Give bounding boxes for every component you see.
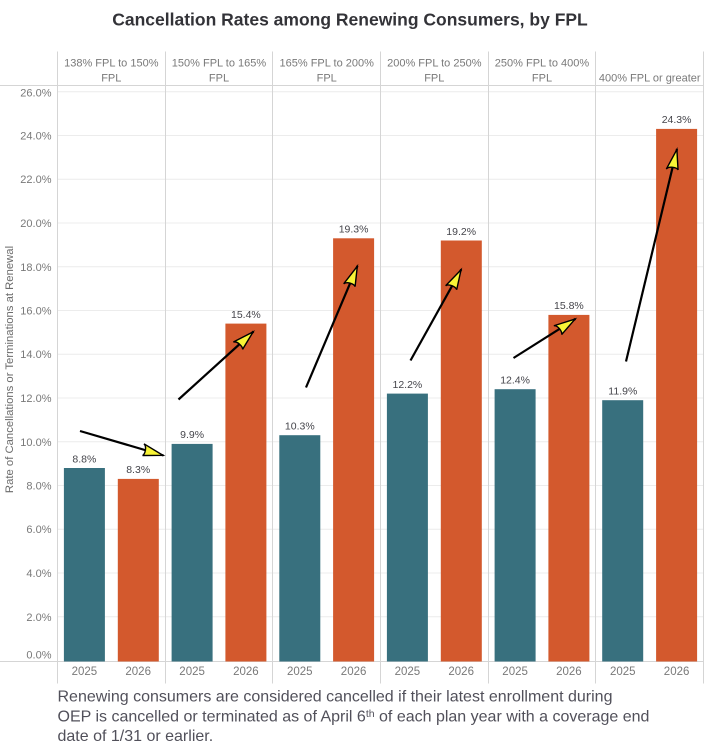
svg-text:26.0%: 26.0% (20, 88, 51, 100)
svg-text:Renewing consumers are conside: Renewing consumers are considered cancel… (58, 689, 613, 706)
svg-text:2026: 2026 (125, 666, 151, 678)
svg-text:FPL: FPL (317, 73, 337, 85)
svg-text:2026: 2026 (233, 666, 259, 678)
svg-text:10.3%: 10.3% (285, 421, 315, 433)
svg-text:19.2%: 19.2% (446, 226, 476, 238)
svg-text:2025: 2025 (72, 666, 98, 678)
svg-text:20.0%: 20.0% (20, 218, 51, 230)
svg-text:400% FPL or greater: 400% FPL or greater (599, 73, 701, 85)
svg-text:FPL: FPL (532, 73, 552, 85)
svg-text:FPL: FPL (101, 73, 121, 85)
svg-text:FPL: FPL (209, 73, 229, 85)
svg-text:0.0%: 0.0% (26, 649, 51, 661)
svg-text:12.2%: 12.2% (393, 379, 423, 391)
svg-text:2025: 2025 (610, 666, 636, 678)
svg-text:FPL: FPL (424, 73, 444, 85)
svg-text:19.3%: 19.3% (339, 224, 369, 236)
svg-text:12.0%: 12.0% (20, 393, 51, 405)
svg-text:OEP is cancelled or terminated: OEP is cancelled or terminated as of Apr… (58, 708, 650, 726)
svg-text:165% FPL to 200%: 165% FPL to 200% (280, 58, 375, 70)
svg-text:date of 1/31 or earlier.: date of 1/31 or earlier. (58, 728, 214, 745)
svg-text:9.9%: 9.9% (180, 429, 204, 441)
svg-text:2026: 2026 (664, 666, 690, 678)
svg-text:12.4%: 12.4% (500, 375, 530, 387)
svg-text:8.0%: 8.0% (26, 481, 51, 493)
svg-text:11.9%: 11.9% (608, 386, 637, 398)
svg-text:2026: 2026 (341, 666, 367, 678)
svg-text:2025: 2025 (179, 666, 205, 678)
svg-text:15.8%: 15.8% (554, 300, 584, 312)
svg-text:Rate of Cancellations or Termi: Rate of Cancellations or Terminations at… (4, 246, 16, 493)
svg-text:2025: 2025 (395, 666, 421, 678)
svg-text:22.0%: 22.0% (20, 174, 51, 186)
svg-text:24.3%: 24.3% (662, 114, 692, 126)
svg-text:8.8%: 8.8% (72, 453, 96, 465)
svg-text:2.0%: 2.0% (26, 612, 51, 624)
svg-text:2026: 2026 (556, 666, 582, 678)
svg-text:138% FPL to 150%: 138% FPL to 150% (64, 58, 159, 70)
svg-text:6.0%: 6.0% (26, 524, 51, 536)
svg-text:24.0%: 24.0% (20, 131, 51, 143)
svg-text:2026: 2026 (448, 666, 474, 678)
svg-text:2025: 2025 (502, 666, 528, 678)
svg-text:2025: 2025 (287, 666, 313, 678)
svg-text:18.0%: 18.0% (20, 262, 51, 274)
svg-text:14.0%: 14.0% (20, 349, 51, 361)
svg-text:250% FPL to 400%: 250% FPL to 400% (495, 58, 590, 70)
svg-text:15.4%: 15.4% (231, 309, 261, 321)
svg-text:Cancellation Rates among Renew: Cancellation Rates among Renewing Consum… (112, 10, 588, 30)
svg-text:150% FPL to 165%: 150% FPL to 165% (172, 58, 267, 70)
svg-text:200% FPL to 250%: 200% FPL to 250% (387, 58, 482, 70)
svg-text:8.3%: 8.3% (126, 464, 150, 476)
svg-text:10.0%: 10.0% (20, 437, 51, 449)
svg-text:16.0%: 16.0% (20, 306, 51, 318)
svg-text:4.0%: 4.0% (26, 568, 51, 580)
